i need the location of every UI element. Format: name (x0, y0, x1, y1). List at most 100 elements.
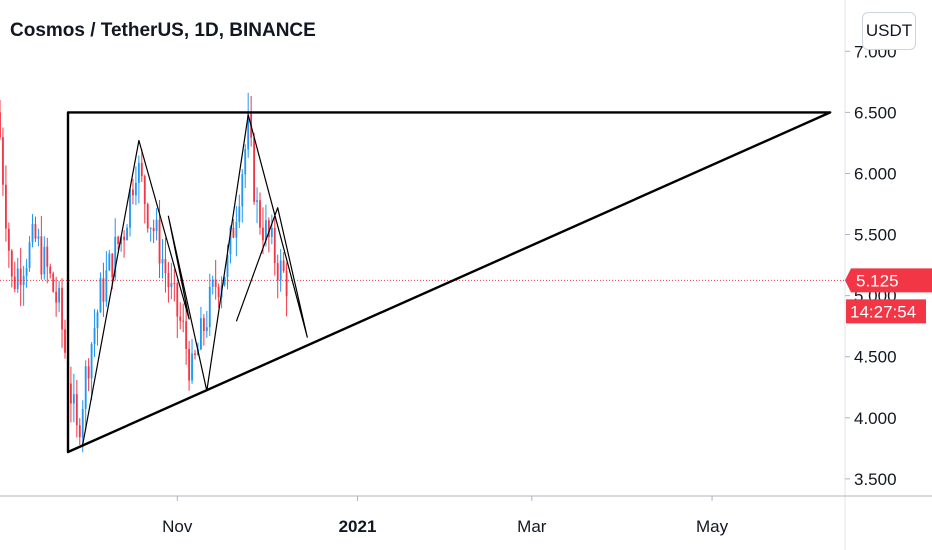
last-price-tag-label: 5.125 (856, 271, 899, 290)
candle-down (253, 132, 256, 205)
countdown-tag-label: 14:27:54 (850, 302, 916, 321)
candle-down (285, 262, 288, 317)
candle-down (182, 303, 185, 333)
candle-body (69, 383, 72, 404)
candle-body (238, 206, 241, 222)
candle-body (13, 276, 16, 289)
candle-body (179, 316, 182, 321)
candle-down (7, 222, 10, 268)
candle-body (241, 174, 244, 207)
candle-down (13, 261, 16, 293)
candle-body (37, 236, 40, 239)
candle-up (25, 258, 28, 288)
candle-body (52, 273, 55, 292)
candle-body (93, 328, 96, 345)
candle-body (46, 246, 49, 267)
candle-up (43, 236, 46, 280)
candle-down (152, 219, 155, 243)
candle-down (167, 262, 170, 303)
candle-up (72, 373, 75, 423)
candle-up (126, 224, 128, 241)
candle-body (267, 220, 270, 237)
candle-up (199, 306, 202, 351)
candle-body (43, 246, 46, 275)
candle-body (199, 318, 202, 350)
candle-up (99, 272, 102, 313)
candle-body (108, 253, 111, 271)
candle-up (205, 310, 208, 338)
candle-body (81, 408, 84, 438)
candle-down (19, 247, 22, 307)
candle-down (78, 418, 81, 446)
candle-body (64, 329, 66, 353)
candle-up (90, 342, 93, 401)
candle-body (273, 228, 276, 264)
candle-body (253, 137, 256, 202)
candle-body (161, 259, 164, 264)
candle-down (34, 216, 37, 242)
candle-down (10, 249, 13, 288)
candle-down (259, 192, 261, 235)
candle-down (202, 314, 205, 346)
candle-body (137, 162, 140, 183)
candle-body (276, 263, 279, 281)
price-tick-label: 5.500 (854, 226, 897, 245)
candle-body (140, 162, 143, 177)
candle-body (99, 278, 102, 313)
candle-up (134, 166, 137, 206)
candle-up (16, 257, 19, 293)
candle-up (22, 265, 25, 306)
candle-body (61, 287, 63, 330)
candle-up (244, 144, 247, 188)
candle-body (28, 242, 31, 269)
candle-body (146, 204, 149, 229)
candle-down (69, 366, 72, 423)
candle-body (132, 189, 134, 196)
candle-body (19, 268, 22, 285)
candle-body (123, 236, 126, 241)
candle-body (152, 227, 155, 232)
candle-body (244, 149, 247, 175)
candle-down (232, 219, 235, 239)
candle-body (205, 327, 208, 332)
candle-up (129, 187, 131, 237)
candle-up (270, 214, 273, 245)
candle-up (58, 280, 61, 313)
last-price-tag-bg (845, 268, 932, 293)
time-tick-label: 2021 (339, 517, 377, 536)
candle-body (49, 266, 52, 274)
candle-down (132, 178, 134, 205)
candle-body (164, 259, 167, 274)
candle-body (264, 220, 267, 241)
candle-up (137, 155, 140, 204)
candle-up (256, 187, 258, 224)
candle-body (90, 344, 93, 379)
candle-body (226, 254, 229, 278)
candle-down (117, 235, 120, 251)
candle-body (126, 227, 128, 241)
candle-body (117, 236, 120, 244)
candle-body (111, 253, 114, 278)
ascending-triangle-drawing (66, 111, 832, 454)
candle-down (49, 263, 52, 279)
candle-down (140, 148, 143, 183)
candle-body (72, 394, 75, 404)
currency-button[interactable]: USDT (862, 12, 916, 50)
candle-up (108, 249, 111, 272)
candle-body (182, 320, 185, 322)
candle-body (270, 228, 273, 237)
candle-down (61, 278, 63, 348)
candle-up (93, 308, 96, 357)
time-axis[interactable]: Nov 2021 Mar May (0, 495, 932, 536)
time-tick-label: Nov (162, 517, 193, 536)
candle-up (37, 228, 40, 247)
candle-body (87, 366, 90, 379)
candle-body (191, 353, 193, 381)
candle-body (188, 349, 191, 381)
candle-up (191, 338, 193, 384)
candle-body (114, 236, 117, 278)
price-tick-label: 6.500 (854, 103, 897, 122)
candle-body (256, 200, 258, 202)
candle-down (262, 207, 264, 255)
